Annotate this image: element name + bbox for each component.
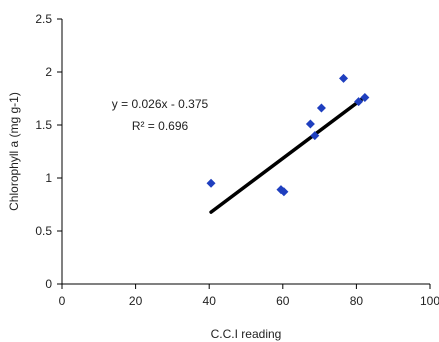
data-point bbox=[310, 131, 320, 141]
data-point bbox=[316, 103, 326, 113]
x-tick-label: 40 bbox=[203, 294, 217, 308]
data-point bbox=[339, 73, 349, 83]
trendline-r-squared: R² = 0.696 bbox=[132, 119, 189, 133]
data-point bbox=[354, 97, 364, 107]
x-tick-label: 0 bbox=[59, 294, 66, 308]
y-tick-label: 1.5 bbox=[35, 118, 52, 132]
y-tick-label: 0 bbox=[45, 277, 52, 291]
data-point bbox=[279, 187, 289, 197]
y-tick-label: 2 bbox=[45, 65, 52, 79]
axes: 0 0.5 1 1.5 2 2.5 0 20 40 60 80 100 bbox=[35, 12, 439, 308]
data-point bbox=[360, 92, 370, 102]
y-tick-label: 0.5 bbox=[35, 224, 52, 238]
data-points bbox=[206, 73, 370, 197]
y-axis-title: Chlorophyll a (mg g-1) bbox=[7, 92, 21, 211]
x-axis-title: C.C.I reading bbox=[211, 327, 282, 341]
x-tick-label: 60 bbox=[276, 294, 290, 308]
x-tick-label: 20 bbox=[129, 294, 143, 308]
data-point bbox=[305, 119, 315, 129]
trendline-equation: y = 0.026x - 0.375 bbox=[112, 97, 209, 111]
x-tick-label: 80 bbox=[350, 294, 364, 308]
x-tick-label: 100 bbox=[420, 294, 439, 308]
data-point bbox=[206, 178, 216, 188]
y-tick-label: 2.5 bbox=[35, 12, 52, 26]
trendline bbox=[209, 94, 368, 214]
y-tick-label: 1 bbox=[45, 171, 52, 185]
trendline-layer bbox=[209, 94, 368, 214]
